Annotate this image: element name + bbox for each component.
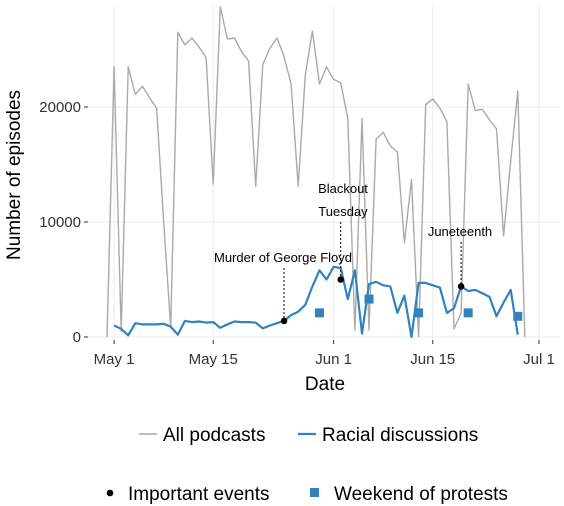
grid (88, 5, 560, 340)
axes: May 1 May 15 Jun 1 Jun 15 Jul 1 0 10000 20000 (39, 99, 555, 368)
y-tick-label: 10000 (39, 214, 81, 231)
x-tick-label: Jul 1 (523, 351, 555, 368)
event-label: Juneteenth (428, 224, 492, 239)
event-marker (337, 276, 345, 283)
legend-key-weekend-of-protests (310, 488, 319, 497)
legend-label-all-podcasts: All podcasts (163, 425, 265, 446)
protest-weekend-marker (414, 308, 424, 318)
x-tick-label: May 15 (189, 351, 238, 368)
annotations: Murder of George Floyd Blackout Tuesday Jun… (214, 181, 523, 325)
y-axis-title: Number of episodes (4, 90, 25, 260)
x-tick-label: Jun 1 (315, 351, 352, 368)
protest-weekend-marker (513, 311, 523, 321)
x-tick-label: Jun 15 (410, 351, 455, 368)
series-line-all-podcasts (106, 6, 526, 338)
event-label: Blackout Tuesday (318, 181, 368, 219)
y-tick-label: 20000 (39, 99, 81, 116)
legend-key-important-events (106, 489, 114, 497)
y-tick-label: 0 (73, 329, 81, 346)
event-marker (457, 283, 465, 290)
legend-label-racial-discussions: Racial discussions (322, 425, 478, 446)
legend: All podcasts Racial discussions Important … (106, 425, 508, 505)
series-group (106, 6, 526, 339)
protest-weekend-marker (364, 294, 374, 304)
event-marker (280, 317, 288, 325)
x-tick-label: May 1 (94, 351, 135, 368)
event-label: Murder of George Floyd (214, 250, 352, 265)
protest-weekend-marker (463, 308, 473, 318)
series-line-racial-discussions (113, 265, 519, 339)
legend-label-weekend-of-protests: Weekend of protests (334, 484, 508, 505)
x-axis-title: Date (305, 374, 345, 395)
protest-weekend-marker (314, 308, 324, 318)
legend-label-important-events: Important events (128, 484, 270, 505)
